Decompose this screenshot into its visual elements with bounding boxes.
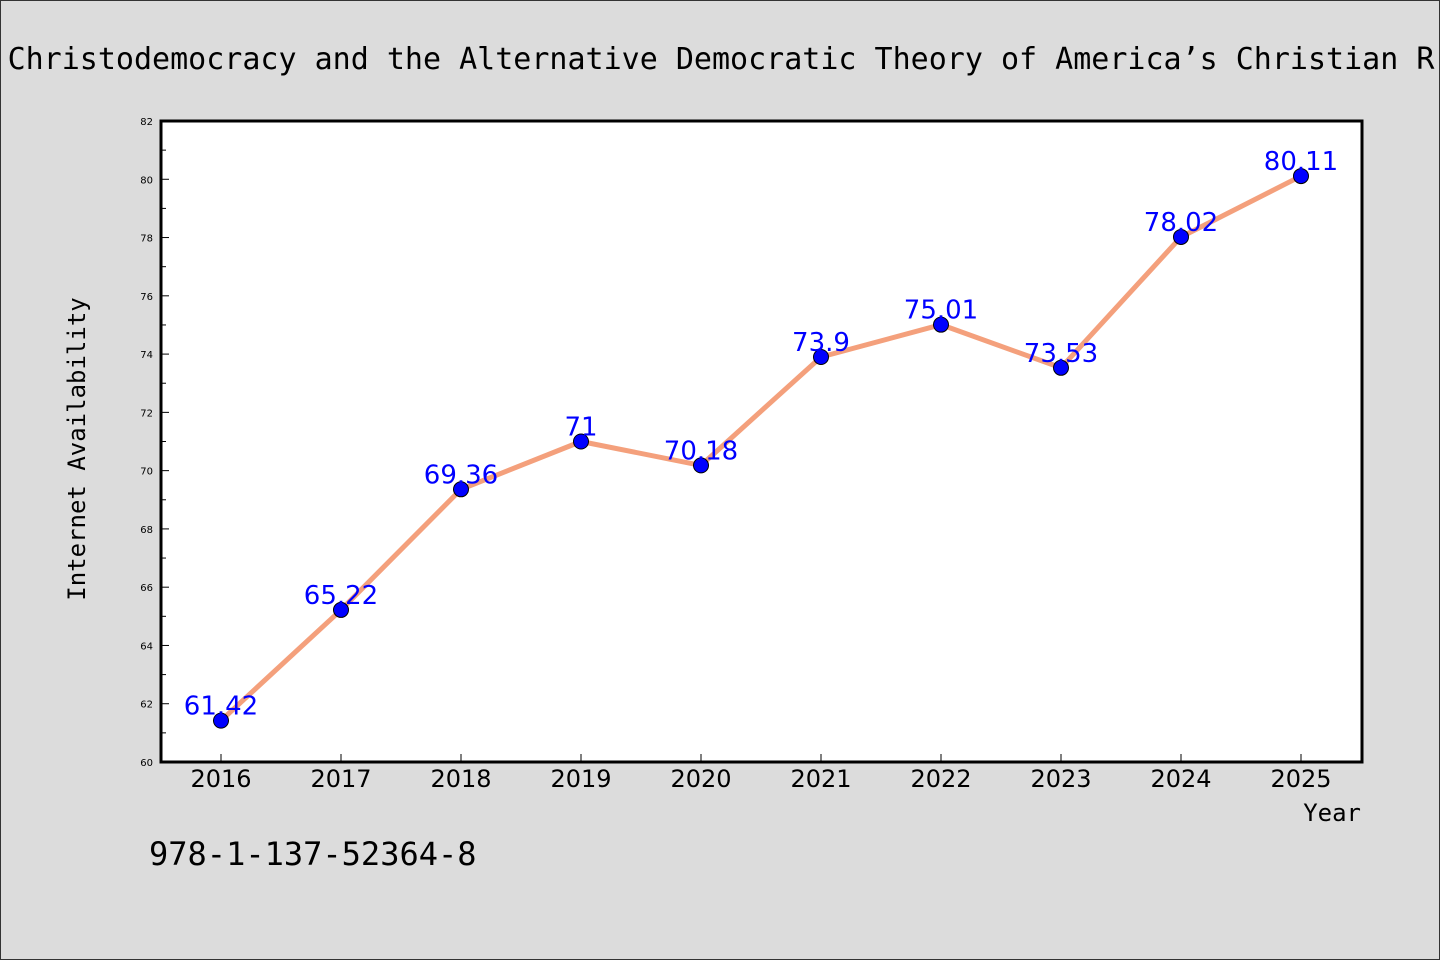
data-point-label: 61.42 (184, 692, 258, 722)
x-tick-label: 2019 (550, 765, 611, 793)
series-line (218, 173, 1304, 724)
isbn-footnote: 978-1-137-52364-8 (149, 835, 477, 873)
data-point-label: 80.11 (1264, 147, 1338, 177)
x-axis-title: Year (1303, 799, 1361, 827)
data-point-label: 75.01 (904, 296, 978, 326)
y-tick-label: 68 (140, 525, 153, 536)
y-tick-label: 72 (140, 408, 153, 419)
data-point-marker (933, 316, 949, 333)
data-point-marker (333, 601, 349, 618)
data-point-label: 73.9 (792, 328, 850, 358)
plot-area (159, 119, 1364, 764)
y-tick-label: 64 (140, 641, 153, 652)
data-point-marker (453, 481, 469, 498)
y-axis-title: Internet Availability (63, 297, 91, 600)
y-tick-label: 62 (140, 700, 153, 711)
y-tick-label: 80 (140, 175, 153, 186)
x-tick-label: 2023 (1030, 765, 1091, 793)
data-labels: 61.42 65.22 69.36 71 70.18 73.9 75.01 73.53 78.0… (184, 147, 1338, 722)
y-tick-label: 66 (140, 583, 153, 594)
x-tick-label: 2016 (190, 765, 251, 793)
data-point-marker (573, 433, 589, 450)
data-point-marker (1293, 168, 1309, 185)
data-point-marker (693, 457, 709, 474)
data-point-marker (1173, 228, 1189, 245)
data-point-marker (813, 349, 829, 366)
data-point-label: 69.36 (424, 460, 498, 490)
x-tick-label: 2017 (310, 765, 371, 793)
data-point-label: 71 (564, 413, 597, 443)
x-tick-label: 2022 (910, 765, 971, 793)
data-point-label: 70.18 (664, 436, 738, 466)
x-tick-label: 2020 (670, 765, 731, 793)
data-point-marker (213, 712, 229, 729)
chart-title: Christodemocracy and the Alternative Dem… (8, 42, 1436, 77)
y-axis: 60 62 64 66 68 70 72 74 76 78 80 82 (140, 117, 169, 769)
x-tick-label: 2018 (430, 765, 491, 793)
x-axis: 2016 2017 2018 2019 2020 2021 2022 2023 2024 2025 (190, 754, 1332, 793)
data-point-label: 78.02 (1144, 208, 1218, 238)
series-markers (213, 168, 1309, 729)
x-tick-label: 2024 (1150, 765, 1211, 793)
y-tick-label: 76 (140, 292, 153, 303)
data-point-label: 73.53 (1024, 339, 1098, 369)
data-point-marker (1053, 359, 1069, 376)
y-tick-label: 78 (140, 234, 153, 245)
x-tick-label: 2025 (1270, 765, 1331, 793)
y-tick-label: 74 (140, 350, 153, 361)
y-tick-label: 60 (140, 758, 153, 769)
data-point-label: 65.22 (304, 581, 378, 611)
x-tick-label: 2021 (790, 765, 851, 793)
y-tick-label: 82 (140, 117, 153, 128)
y-tick-label: 70 (140, 467, 153, 478)
